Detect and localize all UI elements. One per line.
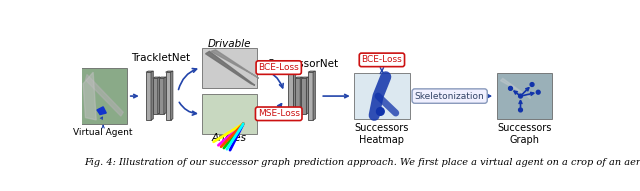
Bar [354,73,410,119]
Polygon shape [153,77,160,78]
Text: Fig. 4: Illustration of our successor graph prediction approach. We first place : Fig. 4: Illustration of our successor gr… [84,158,640,167]
Bar [295,78,300,114]
Bar [289,72,294,120]
Bar [202,94,257,134]
Polygon shape [301,77,308,78]
Text: SuccessorNet: SuccessorNet [267,59,338,69]
Bar [497,73,552,119]
Text: Drivable: Drivable [208,39,251,49]
Polygon shape [295,77,303,78]
Text: Angles: Angles [212,134,247,143]
Polygon shape [500,78,531,98]
Polygon shape [97,107,106,115]
Polygon shape [205,51,255,85]
Bar [153,78,157,114]
Polygon shape [289,71,296,72]
Circle shape [530,83,534,87]
Polygon shape [307,77,308,114]
Bar [79,68,127,124]
Polygon shape [313,71,316,120]
Polygon shape [151,71,153,120]
Circle shape [376,108,384,115]
Circle shape [518,108,522,112]
Circle shape [509,87,513,90]
Bar [301,78,307,114]
Text: TrackletNet: TrackletNet [131,53,189,63]
Polygon shape [157,77,160,114]
Text: BCE-Loss: BCE-Loss [362,55,403,64]
Bar [166,72,171,120]
Text: Virtual Agent: Virtual Agent [74,128,133,137]
Polygon shape [294,71,296,120]
Polygon shape [300,77,303,114]
Bar [308,72,313,120]
Circle shape [536,90,540,94]
Polygon shape [171,71,173,120]
Polygon shape [211,50,259,78]
Polygon shape [164,77,166,114]
Polygon shape [308,71,316,72]
Text: BCE-Loss: BCE-Loss [259,63,299,72]
Circle shape [518,94,522,98]
Polygon shape [146,71,153,72]
Text: MSE-Loss: MSE-Loss [258,109,300,118]
Bar [159,78,164,114]
Bar [202,48,257,88]
Text: Successors
Heatmap: Successors Heatmap [355,123,409,145]
Text: Successors
Graph: Successors Graph [497,123,552,145]
Polygon shape [83,72,96,120]
Polygon shape [159,77,166,78]
Text: Skeletonization: Skeletonization [415,91,484,101]
Polygon shape [86,74,123,116]
Polygon shape [166,71,173,72]
Bar [146,72,151,120]
